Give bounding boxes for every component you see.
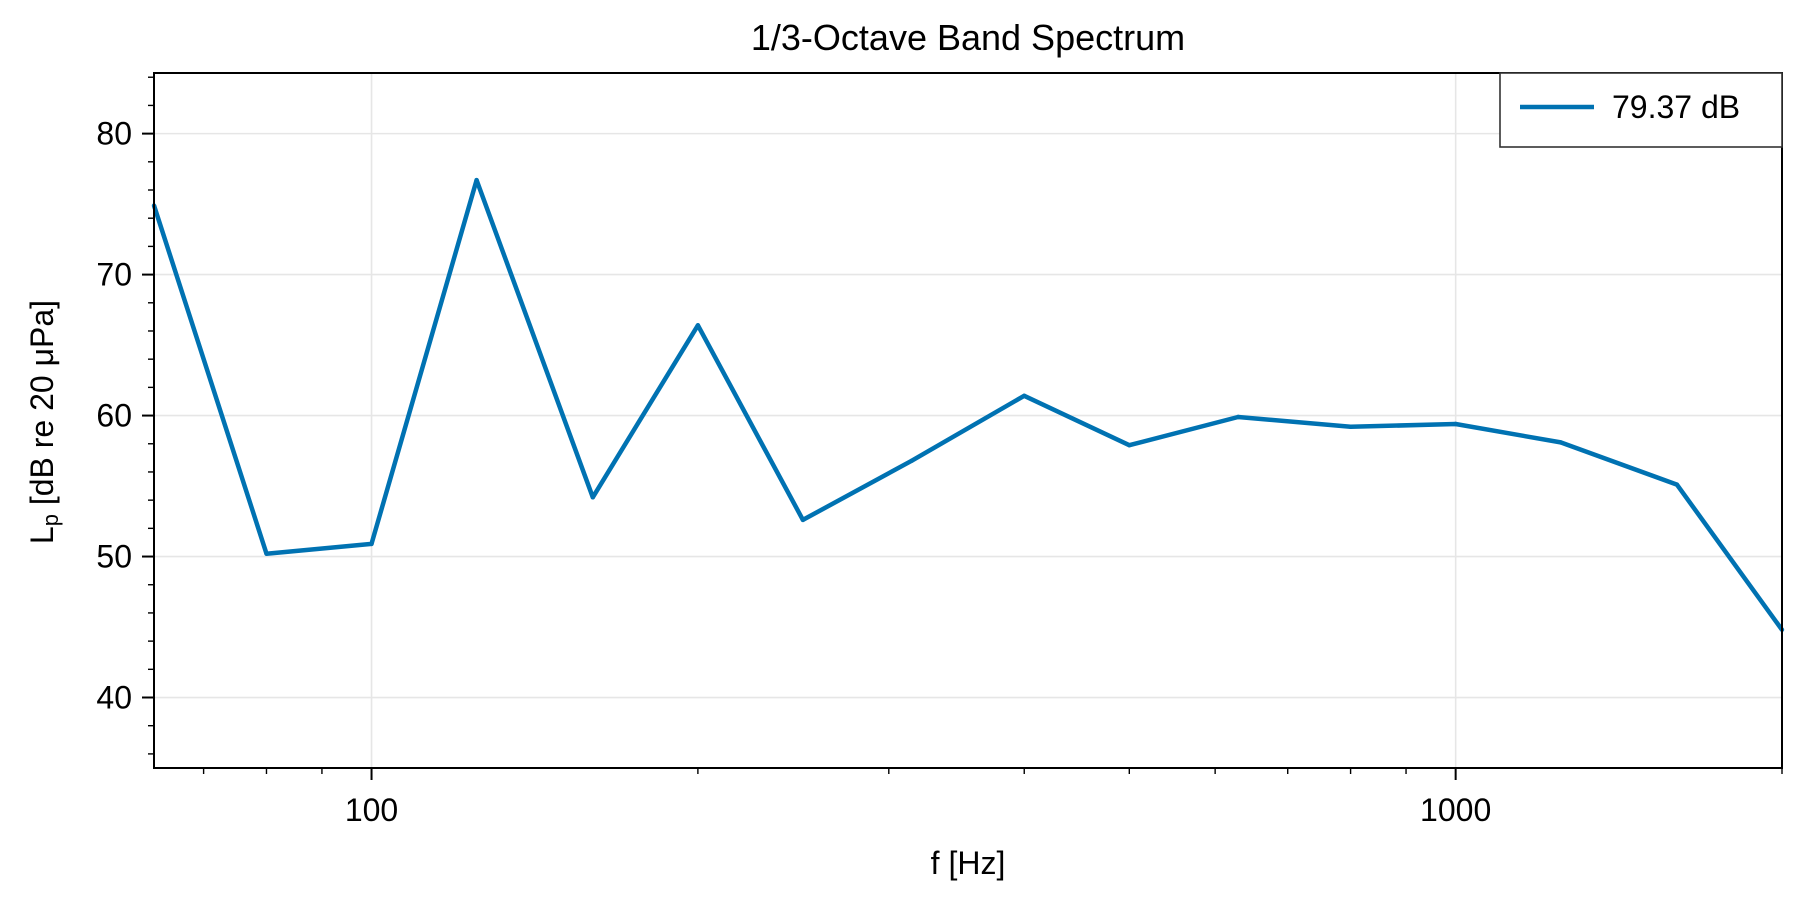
y-axis-label-main: L bbox=[24, 526, 60, 544]
data-point bbox=[800, 517, 806, 523]
data-point bbox=[1674, 482, 1680, 487]
x-axis-label: f [Hz] bbox=[931, 845, 1006, 881]
data-point bbox=[909, 458, 914, 463]
series-group bbox=[151, 177, 1785, 632]
data-point bbox=[1235, 414, 1241, 420]
legend-box bbox=[1499, 72, 1783, 148]
y-axis-label: Lp [dB re 20 μPa] bbox=[24, 300, 63, 544]
data-point bbox=[264, 551, 269, 556]
axis-ticks: 40 50 60 70 80 100 1000 bbox=[96, 76, 1783, 828]
y-tick-label: 50 bbox=[96, 539, 132, 575]
x-tick-label: 1000 bbox=[1420, 792, 1491, 828]
data-point bbox=[1453, 421, 1458, 427]
legend: 79.37 dB bbox=[1499, 72, 1783, 148]
data-point bbox=[590, 495, 595, 500]
data-point bbox=[474, 177, 479, 183]
y-tick-label: 70 bbox=[96, 257, 132, 293]
data-point bbox=[695, 323, 701, 328]
data-point bbox=[1021, 393, 1027, 398]
y-tick-label: 40 bbox=[96, 680, 132, 716]
y-tick-label: 80 bbox=[96, 116, 132, 152]
data-point bbox=[1348, 424, 1353, 429]
y-axis-label-subscript: p bbox=[38, 514, 63, 526]
data-point bbox=[1558, 440, 1563, 445]
y-tick-label: 60 bbox=[96, 398, 132, 434]
series-line bbox=[151, 177, 1784, 632]
chart-title: 1/3-Octave Band Spectrum bbox=[751, 17, 1185, 58]
data-point bbox=[1127, 443, 1132, 448]
x-tick-label: 100 bbox=[345, 792, 398, 828]
grid-lines bbox=[154, 73, 1782, 768]
data-point bbox=[369, 541, 374, 547]
legend-label: 79.37 dB bbox=[1612, 89, 1740, 125]
y-axis-label-rest: [dB re 20 μPa] bbox=[24, 300, 60, 514]
plot-area-frame bbox=[153, 72, 1783, 769]
